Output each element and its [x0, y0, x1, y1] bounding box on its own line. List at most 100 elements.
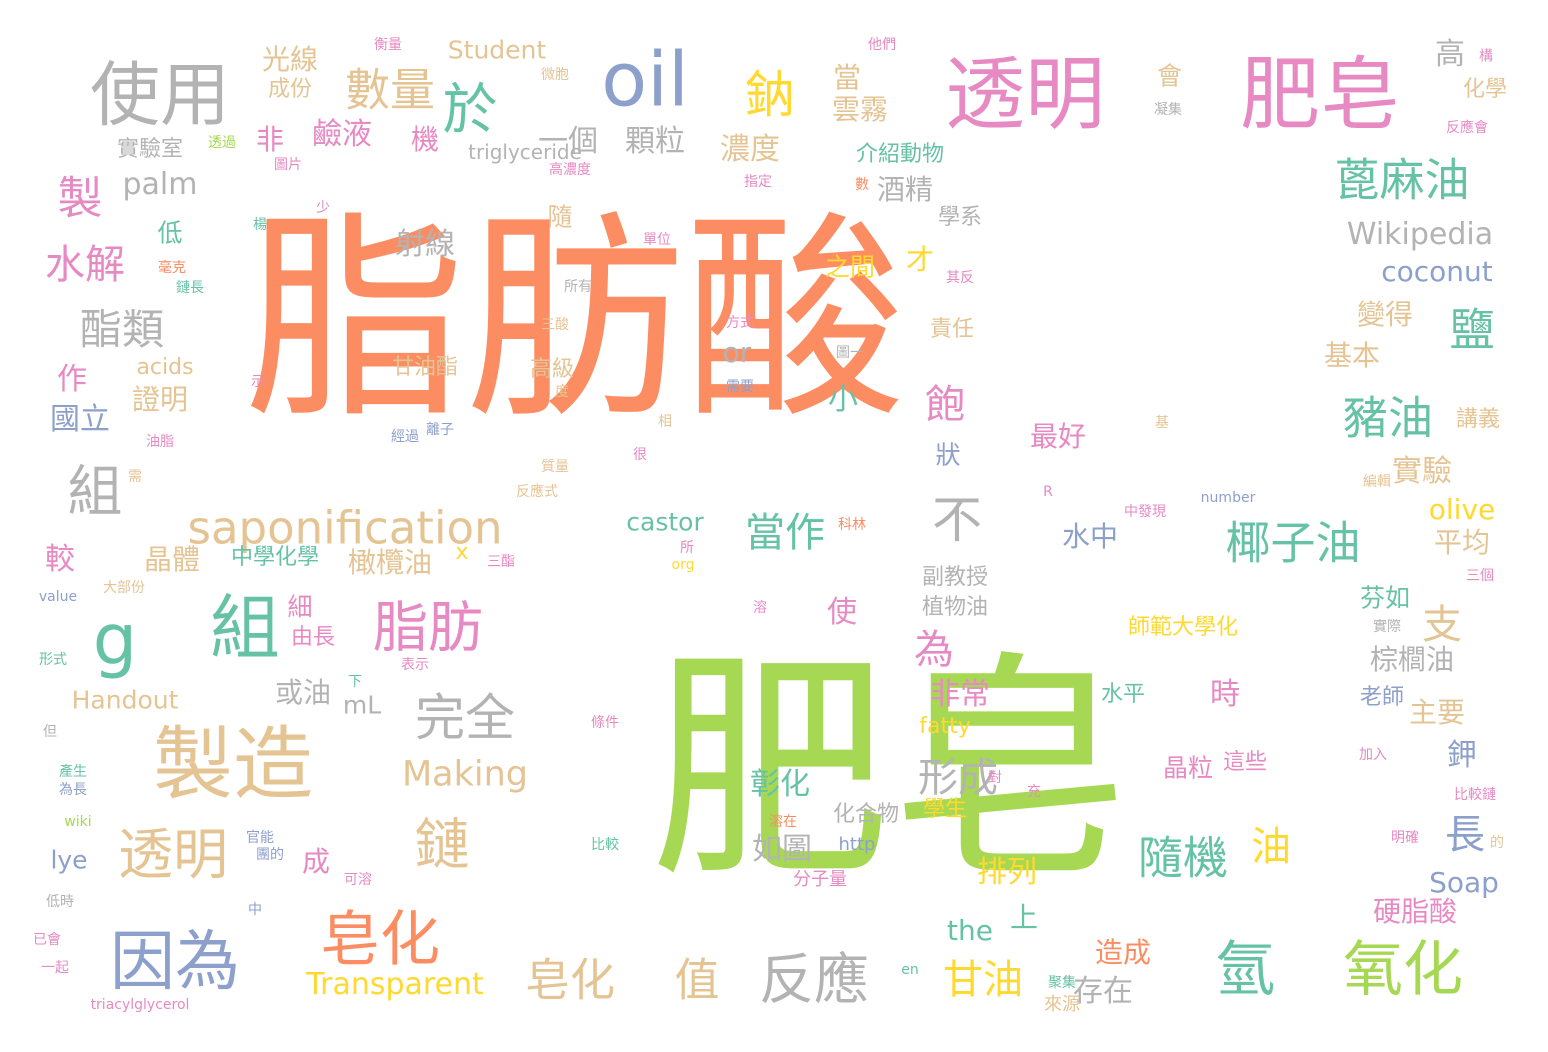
cloud-word: 數 [855, 177, 869, 193]
cloud-word: 可溶 [344, 872, 372, 888]
cloud-word: 衡量 [374, 37, 402, 53]
cloud-word: 晶粒 [1162, 753, 1214, 783]
cloud-word: 組 [67, 459, 123, 524]
cloud-word: 團的 [256, 847, 284, 863]
cloud-word: 化學 [1462, 77, 1508, 102]
cloud-word: 橄欖油 [347, 546, 433, 579]
cloud-word: 需 [128, 469, 142, 485]
cloud-word: 存在 [1073, 974, 1133, 1009]
cloud-word: 因為 [109, 924, 241, 1000]
cloud-word: 狀 [935, 440, 961, 470]
cloud-word: 的 [1490, 835, 1504, 851]
cloud-word: 下 [348, 674, 362, 690]
cloud-word: Wikipedia [1346, 217, 1494, 252]
cloud-word: 水平 [1100, 682, 1146, 707]
cloud-word: 透明 [945, 48, 1105, 141]
cloud-word: 成 [301, 845, 331, 878]
cloud-word: 國立 [50, 402, 110, 437]
cloud-word: castor [626, 507, 704, 537]
cloud-word: 質量 [541, 459, 569, 475]
cloud-word: 彰化 [750, 767, 810, 802]
cloud-word: 當 [832, 61, 862, 94]
cloud-word: triacylglycerol [90, 997, 190, 1013]
cloud-word: 充 [1027, 784, 1041, 800]
cloud-word: 實驗 [1392, 454, 1452, 489]
cloud-word: 中發現 [1124, 504, 1166, 520]
cloud-word: 編輯 [1363, 474, 1391, 490]
cloud-word: 隨 [547, 202, 573, 232]
cloud-word: wiki [64, 814, 92, 830]
cloud-word: 濃度 [720, 132, 780, 167]
cloud-word: 製 [57, 171, 103, 225]
cloud-word: 介紹動物 [855, 142, 945, 167]
cloud-word: 皂化 [524, 953, 616, 1007]
cloud-word: 透過 [208, 135, 236, 151]
cloud-word: 值 [674, 953, 720, 1007]
cloud-word: 相 [658, 414, 672, 430]
cloud-word: 所 [680, 540, 694, 556]
cloud-word: saponification [187, 501, 503, 555]
cloud-word: 椰子油 [1225, 516, 1361, 570]
cloud-word: 聚集 [1048, 975, 1076, 991]
cloud-word: 很 [633, 447, 647, 463]
cloud-word: 於 [442, 77, 498, 142]
cloud-word: 上 [1009, 901, 1039, 934]
cloud-word: 鈉 [745, 66, 795, 124]
cloud-word: 鹼液 [312, 117, 372, 152]
cloud-word: Handout [71, 685, 179, 715]
cloud-word: 高 [1435, 37, 1465, 72]
cloud-word: g [92, 599, 138, 681]
cloud-word: 使用 [90, 54, 230, 136]
cloud-word: x [455, 540, 469, 565]
cloud-word: 這些 [1222, 750, 1268, 775]
cloud-word: 形成 [918, 755, 998, 801]
cloud-word: 他們 [868, 37, 896, 53]
cloud-word: 芬如 [1359, 583, 1411, 613]
cloud-word: 由長 [290, 625, 336, 650]
cloud-word: 甘油 [943, 957, 1023, 1003]
cloud-word: 鉀 [1447, 738, 1477, 773]
cloud-word: 所有 [564, 279, 592, 295]
cloud-word: 數量 [344, 63, 436, 117]
cloud-word: 水中 [1061, 520, 1119, 553]
cloud-word: 化合物 [832, 802, 900, 827]
cloud-word: 三酸 [541, 317, 569, 333]
cloud-word: 主要 [1408, 696, 1466, 729]
cloud-word: 蓖麻油 [1334, 153, 1470, 207]
cloud-word: 圖一 [836, 345, 864, 361]
cloud-word: en [901, 962, 919, 978]
cloud-word: lye [50, 845, 88, 875]
cloud-word: 凝集 [1154, 102, 1182, 118]
cloud-word: 小 [828, 382, 858, 417]
cloud-word: 鏈 [414, 812, 470, 877]
cloud-word: 需要 [726, 379, 754, 395]
cloud-word: 飽 [925, 382, 965, 428]
cloud-word: 指定 [744, 174, 772, 190]
cloud-word: 脂肪 [372, 595, 484, 660]
cloud-word: 副教授 [921, 565, 989, 590]
cloud-word: 較 [45, 542, 75, 577]
cloud-word: 表示 [401, 657, 429, 673]
cloud-word: 方式 [726, 315, 754, 331]
cloud-word: 基 [1155, 415, 1169, 431]
cloud-word: 透明 [117, 822, 229, 887]
cloud-word: 硬脂酸 [1372, 895, 1458, 928]
cloud-word: 構 [1477, 48, 1493, 62]
cloud-word: 隨機 [1137, 831, 1229, 885]
cloud-word: 水解 [45, 242, 125, 288]
cloud-word: 植物油 [921, 595, 989, 620]
cloud-word: 酒精 [876, 173, 934, 206]
cloud-word: the [947, 914, 993, 947]
cloud-word: 變得 [1356, 298, 1414, 331]
cloud-word: 支 [1422, 602, 1462, 648]
cloud-word: 射線 [395, 227, 455, 262]
cloud-word: 官能 [246, 830, 274, 846]
cloud-word: acids [136, 355, 194, 380]
cloud-word: 實驗室 [116, 137, 184, 162]
cloud-word: 時 [1210, 677, 1240, 712]
cloud-word: 形式 [39, 652, 67, 668]
cloud-word: 之間 [824, 252, 876, 282]
cloud-word: 條件 [591, 715, 619, 731]
cloud-word: fatty [919, 714, 971, 739]
cloud-word: http [838, 834, 876, 855]
